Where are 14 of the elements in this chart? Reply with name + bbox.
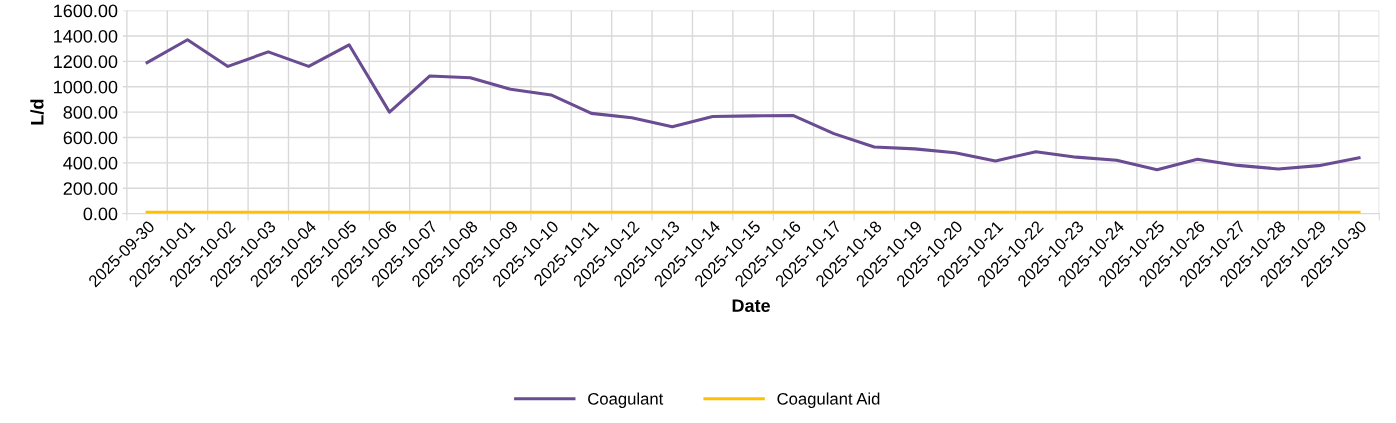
- y-tick-label: 400.00: [63, 156, 118, 170]
- y-tick-label: 600.00: [63, 131, 118, 145]
- line-series: [145, 38, 1361, 172]
- y-tick-label: 0.00: [83, 207, 118, 221]
- y-axis-title: L/d: [30, 99, 44, 125]
- legend-label: Coagulant: [588, 392, 664, 408]
- y-tick-label: 800.00: [63, 106, 118, 119]
- y-tick-label: 1000.00: [54, 80, 118, 94]
- x-axis-title: Date: [732, 299, 770, 313]
- legend-label: Coagulant Aid: [777, 392, 880, 408]
- y-tick-label: 200.00: [63, 182, 118, 195]
- y-tick-label: 1600.00: [54, 4, 118, 18]
- y-tick-label: 1200.00: [54, 55, 118, 69]
- y-tick-label: 1400.00: [54, 29, 118, 43]
